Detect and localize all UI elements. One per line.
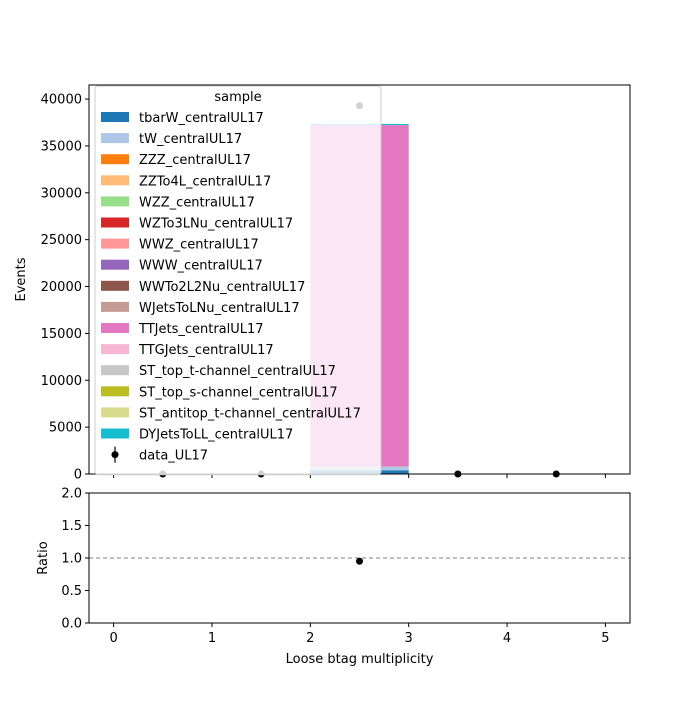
bottom-x-tick-label-2: 2 xyxy=(306,631,314,646)
legend-label-15: DYJetsToLL_centralUL17 xyxy=(139,428,293,443)
top-y-tick-label-6: 30000 xyxy=(41,186,82,201)
legend-label-10: TTJets_centralUL17 xyxy=(138,322,264,337)
top-y-tick-label-3: 15000 xyxy=(41,327,82,342)
legend-label-3: ZZTo4L_centralUL17 xyxy=(139,174,271,189)
legend-label-9: WJetsToLNu_centralUL17 xyxy=(139,301,300,316)
legend-swatch-14 xyxy=(101,407,129,417)
bottom-x-tick-label-3: 3 xyxy=(405,631,413,646)
top-y-tick-label-2: 10000 xyxy=(41,374,82,389)
bottom-y-tick-label-3: 1.5 xyxy=(61,519,82,534)
legend-swatch-7 xyxy=(101,260,129,270)
legend-label-0: tbarW_centralUL17 xyxy=(139,111,264,126)
legend-label-2: ZZZ_centralUL17 xyxy=(139,153,251,168)
legend-label-4: WZZ_centralUL17 xyxy=(139,195,255,210)
top-y-tick-label-1: 5000 xyxy=(49,421,82,436)
ratio-point-0 xyxy=(356,558,363,565)
legend-label-6: WWZ_centralUL17 xyxy=(139,238,259,253)
bottom-y-tick-label-0: 0.0 xyxy=(61,617,82,632)
legend-swatch-11 xyxy=(101,344,129,354)
bottom-y-tick-label-2: 1.0 xyxy=(61,552,82,567)
legend-swatch-0 xyxy=(101,112,129,122)
bottom-x-tick-label-1: 1 xyxy=(208,631,216,646)
legend-label-8: WWTo2L2Nu_centralUL17 xyxy=(139,280,305,295)
legend-label-12: ST_top_t-channel_centralUL17 xyxy=(139,364,336,379)
bottom-x-tick-label-4: 4 xyxy=(503,631,511,646)
legend-swatch-1 xyxy=(101,133,129,143)
legend-label-14: ST_antitop_t-channel_centralUL17 xyxy=(139,406,361,421)
legend-swatch-2 xyxy=(101,154,129,164)
bottom-x-tick-label-5: 5 xyxy=(601,631,609,646)
top-y-tick-label-4: 20000 xyxy=(41,280,82,295)
legend-swatch-6 xyxy=(101,239,129,249)
top-y-tick-label-0: 0 xyxy=(74,468,82,483)
top-y-axis-title: Events xyxy=(14,257,29,301)
legend-swatch-4 xyxy=(101,196,129,206)
bottom-y-axis-title: Ratio xyxy=(36,541,51,574)
legend-swatch-12 xyxy=(101,365,129,375)
legend-title: sample xyxy=(214,90,261,105)
bottom-y-tick-label-4: 2.0 xyxy=(61,487,82,502)
legend-swatch-15 xyxy=(101,429,129,439)
legend-label-1: tW_centralUL17 xyxy=(139,132,242,147)
top-y-tick-label-8: 40000 xyxy=(41,93,82,108)
legend-swatch-5 xyxy=(101,218,129,228)
legend-label-7: WWW_centralUL17 xyxy=(139,259,263,274)
legend-swatch-3 xyxy=(101,175,129,185)
bottom-x-tick-label-0: 0 xyxy=(109,631,117,646)
legend-swatch-8 xyxy=(101,281,129,291)
x-axis-title: Loose btag multiplicity xyxy=(286,652,434,667)
legend-label-5: WZTo3LNu_centralUL17 xyxy=(139,217,293,232)
legend-label-13: ST_top_s-channel_centralUL17 xyxy=(139,385,338,400)
legend-swatch-13 xyxy=(101,386,129,396)
top-y-tick-label-5: 25000 xyxy=(41,233,82,248)
legend-label-data: data_UL17 xyxy=(139,449,208,464)
legend-swatch-10 xyxy=(101,323,129,333)
legend-label-11: TTGJets_centralUL17 xyxy=(138,343,274,358)
bottom-y-tick-label-1: 0.5 xyxy=(61,584,82,599)
legend-swatch-9 xyxy=(101,302,129,312)
legend-data-marker xyxy=(112,451,119,458)
top-y-tick-label-7: 35000 xyxy=(41,139,82,154)
